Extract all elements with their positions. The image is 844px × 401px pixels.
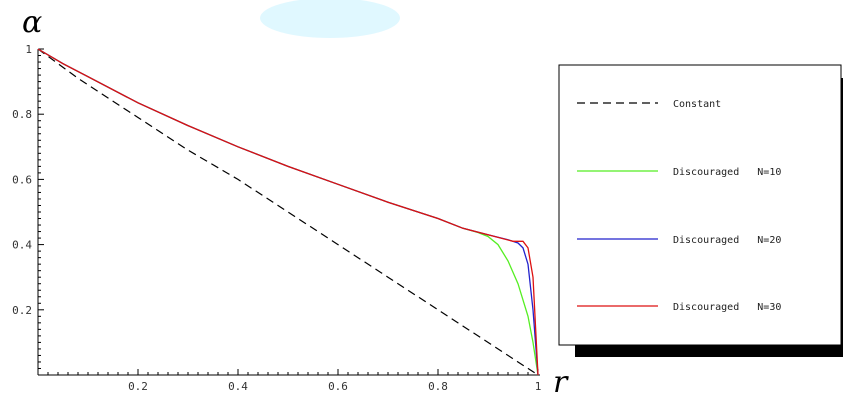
x-axis-title: r (553, 365, 569, 400)
x-tick-label: 0.6 (328, 380, 348, 393)
x-tick-label: 0.2 (128, 380, 148, 393)
series-line-0 (37, 48, 539, 376)
legend: Constant Discouraged N=10 Discouraged N=20… (558, 64, 843, 357)
x-ticks: 0.2 0.4 0.6 0.8 1 (47, 369, 542, 393)
x-tick-label: 0.4 (228, 380, 248, 393)
x-axis: 0.2 0.4 0.6 0.8 1 (38, 369, 541, 393)
series-layer (37, 48, 539, 376)
y-axis: 0.2 0.4 0.6 0.8 1 (12, 43, 44, 375)
y-axis-title: α (22, 5, 42, 40)
x-tick-label: 1 (535, 380, 542, 393)
watermark (260, 0, 400, 38)
y-ticks: 0.2 0.4 0.6 0.8 1 (12, 43, 44, 369)
y-tick-label: 0.6 (12, 173, 32, 186)
y-tick-label: 0.8 (12, 108, 32, 121)
legend-label-1: Discouraged N=10 (673, 167, 781, 178)
y-tick-label: 0.2 (12, 304, 32, 317)
y-tick-label: 0.4 (12, 239, 32, 252)
legend-items: Constant Discouraged N=10 Discouraged N=20… (577, 99, 781, 313)
legend-label-0: Constant (673, 99, 721, 110)
y-tick-label: 1 (25, 43, 32, 56)
legend-label-2: Discouraged N=20 (673, 235, 781, 246)
x-tick-label: 0.8 (428, 380, 448, 393)
legend-box (558, 64, 842, 346)
series-line-3 (37, 48, 539, 376)
legend-label-3: Discouraged N=30 (673, 302, 781, 313)
